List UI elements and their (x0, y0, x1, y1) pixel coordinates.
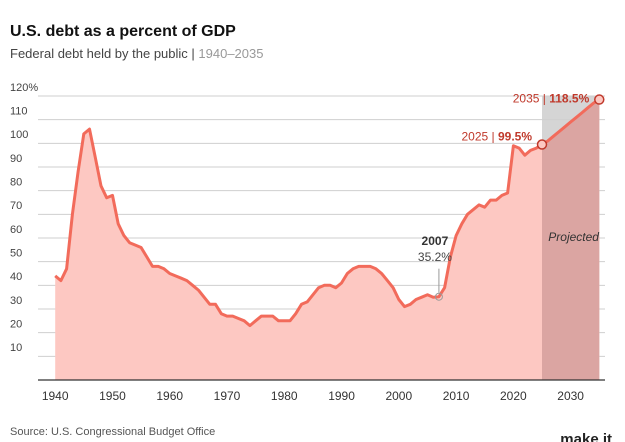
annotation-marker (434, 292, 443, 301)
chart-subtitle: Federal debt held by the public | 1940–2… (10, 46, 263, 61)
projected-label: Projected (548, 230, 599, 244)
annotation: 2035 | 118.5% (513, 92, 590, 106)
annotation-year: 2025 | (461, 130, 494, 144)
annotation-marker (594, 94, 605, 105)
line (54, 98, 601, 328)
x-tick-label: 1960 (156, 389, 183, 403)
x-tick-label: 2020 (500, 389, 527, 403)
area (55, 99, 600, 380)
annotation-year: 2007 (422, 234, 449, 248)
y-tick-label: 80 (10, 177, 22, 189)
annotation-marker (536, 139, 548, 150)
projected-area (542, 99, 600, 380)
annotation: 2025 | 99.5% (461, 130, 532, 144)
x-tick-label: 2010 (443, 389, 470, 403)
y-tick-label: 40 (10, 271, 22, 283)
x-tick-label: 1940 (42, 389, 69, 403)
annotation-value: 118.5% (549, 92, 589, 106)
y-tick-label: 70 (10, 200, 22, 212)
x-tick-label: 2030 (557, 389, 584, 403)
y-tick-label: 20 (10, 319, 22, 331)
y-tick-label: 50 (10, 248, 22, 260)
y-tick-label: 30 (10, 295, 22, 307)
y-tick-label: 90 (10, 153, 22, 165)
x-tick-label: 1950 (99, 389, 126, 403)
x-tick-label: 2000 (385, 389, 412, 403)
x-tick-label: 1990 (328, 389, 355, 403)
y-tick-label: 120% (10, 82, 38, 94)
y-tick-label: 10 (10, 342, 22, 354)
annotation-value: 35.2% (418, 250, 452, 264)
x-tick-label: 1980 (271, 389, 298, 403)
logo: make it (560, 431, 612, 442)
subtitle-text: Federal debt held by the public | (10, 46, 195, 61)
x-tick-label: 1970 (214, 389, 241, 403)
subtitle-range: 1940–2035 (198, 46, 263, 61)
chart-title: U.S. debt as a percent of GDP (10, 23, 236, 40)
y-tick-label: 110 (10, 106, 28, 118)
annotation-value: 99.5% (498, 130, 532, 144)
y-tick-label: 100 (10, 129, 28, 141)
annotation-year: 2035 | (513, 92, 546, 106)
y-tick-label: 60 (10, 224, 22, 236)
source: Source: U.S. Congressional Budget Office (10, 426, 215, 438)
